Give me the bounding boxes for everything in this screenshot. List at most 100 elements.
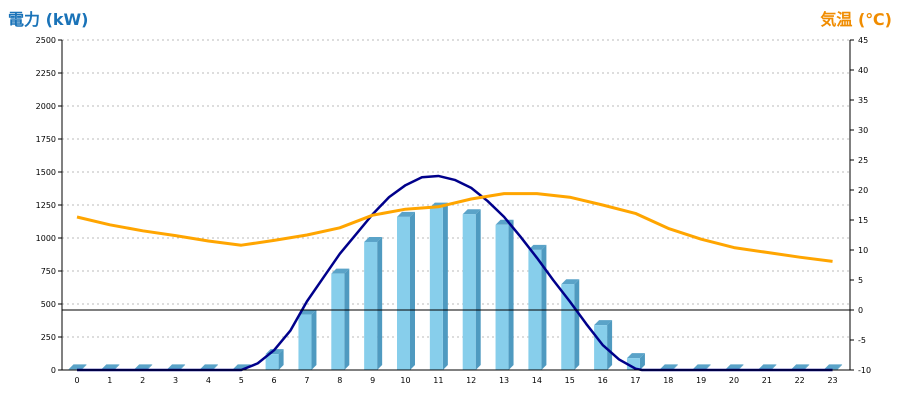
bar-top [659, 364, 678, 370]
left-tick-label: 2250 [36, 69, 56, 78]
temperature-line [76, 192, 833, 263]
bar-top [101, 364, 120, 370]
right-axis-title: 気温 (℃) [820, 10, 892, 29]
left-tick-label: 2500 [36, 36, 56, 45]
power-bar [528, 244, 547, 370]
bar-side [212, 364, 218, 370]
bar-side [771, 364, 777, 370]
bar-front [429, 207, 443, 370]
bar-top [331, 268, 350, 274]
bar-top [824, 364, 843, 370]
left-tick-label: 1000 [36, 234, 56, 243]
bar-side [705, 364, 711, 370]
lines [76, 174, 833, 372]
x-tick-label: 22 [795, 376, 805, 385]
left-tick-label: 750 [41, 267, 56, 276]
left-tick-label: 1250 [36, 201, 56, 210]
x-tick-label: 13 [499, 376, 509, 385]
bar-front [331, 273, 345, 370]
right-tick-label: 20 [858, 186, 868, 195]
bar-side [508, 219, 514, 370]
bar-side [672, 364, 678, 370]
x-tick-label: 6 [272, 376, 277, 385]
bar-side [81, 364, 87, 370]
bar-top [364, 236, 383, 242]
bar-side [410, 211, 415, 370]
x-tick-label: 5 [239, 376, 244, 385]
bar-side [541, 244, 547, 370]
bar-top [725, 364, 744, 370]
grid [62, 39, 850, 338]
bar-front [298, 314, 312, 370]
bar-side [377, 236, 383, 370]
x-tick-label: 21 [762, 376, 772, 385]
x-tick-label: 8 [337, 376, 342, 385]
bar-front [364, 241, 378, 370]
axes [58, 39, 854, 371]
power-bar [364, 236, 383, 370]
left-tick-label: 2000 [36, 102, 56, 111]
bar-top [462, 209, 481, 215]
bar-side [574, 279, 580, 370]
x-tick-label: 17 [630, 376, 640, 385]
right-tick-label: 10 [858, 246, 868, 255]
bar-side [180, 364, 186, 370]
bar-top [134, 364, 153, 370]
right-tick-label: 30 [858, 126, 868, 135]
bar-side [475, 209, 481, 370]
power-line [77, 174, 833, 372]
bar-top [199, 364, 218, 370]
bar-front [561, 284, 575, 370]
right-tick-label: 25 [858, 156, 868, 165]
bar-side [344, 268, 350, 370]
bar-side [114, 364, 120, 370]
left-tick-label: 0 [51, 366, 56, 375]
bar-top [626, 353, 645, 359]
left-tick-label: 250 [41, 333, 56, 342]
bar-side [804, 364, 810, 370]
x-tick-label: 18 [663, 376, 673, 385]
bar-top [167, 364, 186, 370]
right-tick-label: 0 [858, 306, 863, 315]
bar-side [278, 349, 284, 370]
power-bar [495, 219, 514, 370]
power-bar [397, 211, 415, 370]
x-tick-label: 19 [696, 376, 706, 385]
bar-side [442, 202, 448, 370]
x-tick-label: 4 [206, 376, 211, 385]
bar-side [147, 364, 153, 370]
bar-side [738, 364, 744, 370]
left-axis-title: 電力 (kW) [8, 10, 89, 29]
bar-top [594, 320, 613, 326]
right-tick-label: 35 [858, 96, 868, 105]
bar-side [837, 364, 843, 370]
bar-top [758, 364, 777, 370]
x-tick-label: 15 [565, 376, 575, 385]
x-tick-label: 16 [598, 376, 608, 385]
left-tick-label: 1500 [36, 168, 56, 177]
left-tick-label: 1750 [36, 135, 56, 144]
power-bar [331, 268, 350, 370]
right-tick-label: 45 [858, 36, 868, 45]
x-tick-label: 3 [173, 376, 178, 385]
right-tick-label: -5 [858, 336, 866, 345]
bar-top [692, 364, 711, 370]
power-bar [265, 349, 284, 370]
x-tick-label: 2 [140, 376, 145, 385]
bar-side [639, 353, 645, 370]
bar-top [791, 364, 810, 370]
bar-top [561, 279, 580, 285]
bar-top [68, 364, 87, 370]
power-bar [462, 209, 481, 370]
x-tick-label: 11 [433, 376, 443, 385]
right-tick-label: -10 [858, 366, 871, 375]
bar-front [462, 214, 476, 370]
x-tick-label: 20 [729, 376, 739, 385]
x-tick-label: 7 [304, 376, 309, 385]
x-tick-label: 14 [532, 376, 542, 385]
power-bar [298, 309, 317, 370]
bar-front [626, 358, 640, 370]
bar-top [397, 211, 415, 217]
x-tick-label: 12 [466, 376, 476, 385]
